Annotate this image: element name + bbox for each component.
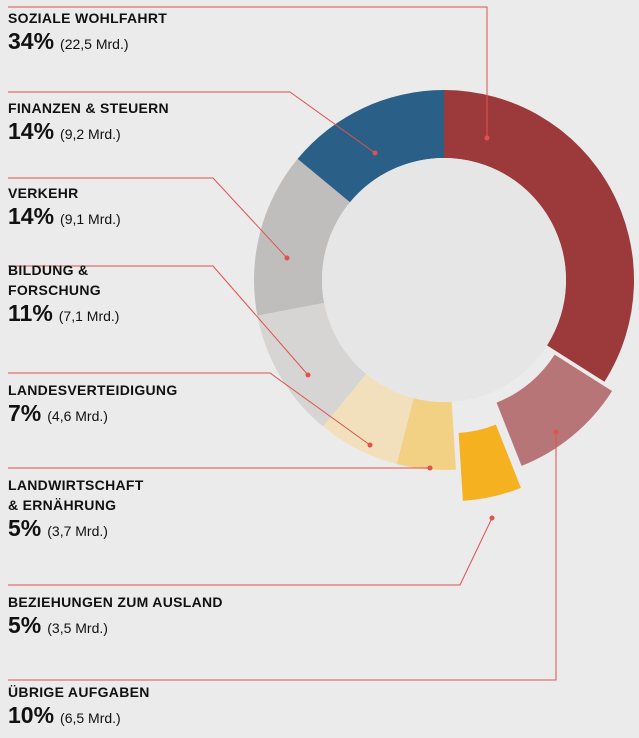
category-name: ÜBRIGE AUFGABEN xyxy=(8,684,150,700)
percent-label: 14% xyxy=(8,118,55,144)
category-name: FINANZEN & STEUERN xyxy=(8,100,169,116)
amount-label: (9,2 Mrd.) xyxy=(60,126,121,142)
slice-label: ÜBRIGE AUFGABEN 10% (6,5 Mrd.) xyxy=(8,682,150,729)
percent-label: 5% xyxy=(8,612,42,638)
percent-label: 34% xyxy=(8,28,55,54)
leader-dot xyxy=(489,515,495,521)
leader-line xyxy=(8,177,288,259)
leader-dot xyxy=(372,150,378,156)
amount-label: (22,5 Mrd.) xyxy=(60,36,129,52)
slice-label: LANDWIRTSCHAFT & ERNÄHRUNG 5% (3,7 Mrd.) xyxy=(8,475,144,542)
leader-line xyxy=(8,372,371,446)
category-name: LANDWIRTSCHAFT & ERNÄHRUNG xyxy=(8,477,144,513)
slice-label: SOZIALE WOHLFAHRT 34% (22,5 Mrd.) xyxy=(8,8,167,55)
value-row: 14% (9,1 Mrd.) xyxy=(8,203,121,230)
amount-label: (3,7 Mrd.) xyxy=(47,523,108,539)
leader-line xyxy=(8,432,557,681)
value-row: 14% (9,2 Mrd.) xyxy=(8,118,169,145)
donut-slice xyxy=(297,90,444,203)
leader-dot xyxy=(367,442,373,448)
leader-line xyxy=(8,517,493,586)
percent-label: 5% xyxy=(8,515,42,541)
donut-slice xyxy=(254,158,350,316)
leader-line xyxy=(8,265,309,376)
donut-hole xyxy=(322,158,566,402)
leader-dot xyxy=(484,135,490,141)
slice-label: BEZIEHUNGEN ZUM AUSLAND 5% (3,5 Mrd.) xyxy=(8,592,223,639)
value-row: 5% (3,5 Mrd.) xyxy=(8,612,223,639)
leader-line xyxy=(8,91,376,154)
category-name: BEZIEHUNGEN ZUM AUSLAND xyxy=(8,594,223,610)
value-row: 10% (6,5 Mrd.) xyxy=(8,702,150,729)
slice-label: LANDESVERTEIDIGUNG 7% (4,6 Mrd.) xyxy=(8,380,178,427)
donut-slice xyxy=(496,354,613,466)
amount-label: (9,1 Mrd.) xyxy=(60,211,121,227)
category-name: BILDUNG & FORSCHUNG xyxy=(8,262,101,298)
value-row: 34% (22,5 Mrd.) xyxy=(8,28,167,55)
donut-slice xyxy=(458,424,521,501)
amount-label: (7,1 Mrd.) xyxy=(58,308,120,324)
leader-dot xyxy=(305,372,311,378)
leader-dot xyxy=(553,429,559,435)
value-row: 11% (7,1 Mrd.) xyxy=(8,300,119,327)
percent-label: 10% xyxy=(8,702,55,728)
slice-label: BILDUNG & FORSCHUNG 11% (7,1 Mrd.) xyxy=(8,260,119,327)
percent-label: 7% xyxy=(8,400,42,426)
leader-line xyxy=(8,6,488,138)
percent-label: 14% xyxy=(8,203,55,229)
donut-slice xyxy=(396,398,456,471)
slice-label: VERKEHR 14% (9,1 Mrd.) xyxy=(8,183,121,230)
amount-label: (3,5 Mrd.) xyxy=(47,620,108,636)
donut-slice xyxy=(257,302,367,427)
donut-slice xyxy=(444,90,635,382)
donut-slice xyxy=(322,374,414,465)
amount-label: (6,5 Mrd.) xyxy=(60,710,121,726)
value-row: 7% (4,6 Mrd.) xyxy=(8,400,178,427)
category-name: LANDESVERTEIDIGUNG xyxy=(8,382,178,398)
category-name: SOZIALE WOHLFAHRT xyxy=(8,10,168,26)
leader-dot xyxy=(284,255,290,261)
percent-label: 11% xyxy=(8,300,53,326)
category-name: VERKEHR xyxy=(8,185,79,201)
value-row: 5% (3,7 Mrd.) xyxy=(8,515,144,542)
leader-dot xyxy=(427,465,433,471)
slice-label: FINANZEN & STEUERN 14% (9,2 Mrd.) xyxy=(8,98,169,145)
amount-label: (4,6 Mrd.) xyxy=(47,408,108,424)
